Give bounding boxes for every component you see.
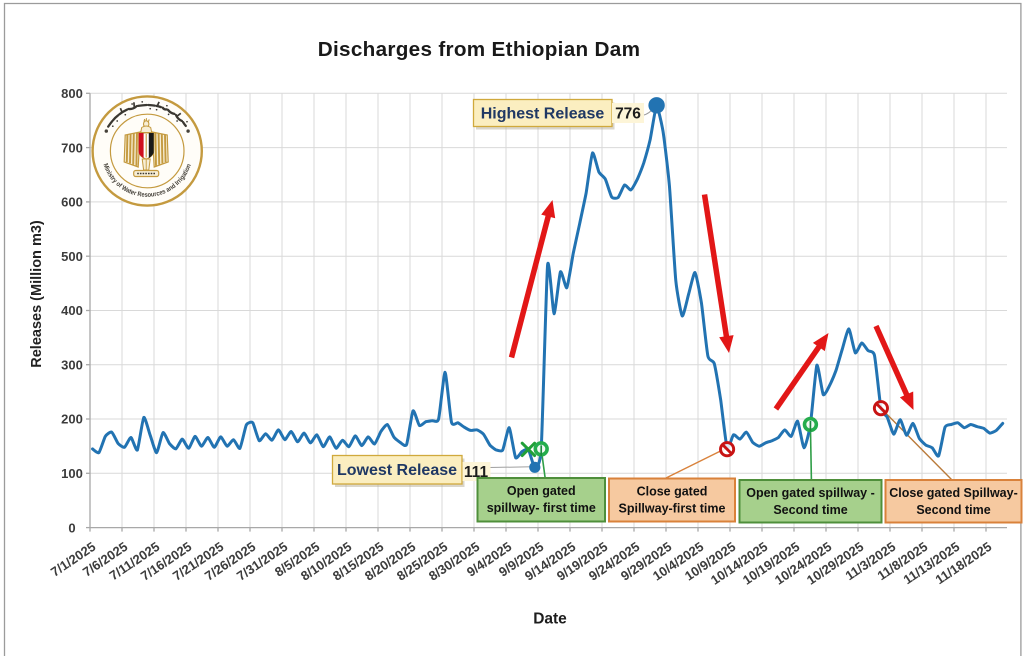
svg-text:400: 400 [61, 303, 83, 318]
svg-text:100: 100 [61, 466, 83, 481]
svg-text:Date: Date [533, 611, 567, 628]
svg-text:600: 600 [61, 195, 83, 210]
svg-text:Discharges from Ethiopian Dam: Discharges from Ethiopian Dam [318, 38, 641, 61]
svg-text:Close gated: Close gated [637, 485, 708, 499]
svg-text:111: 111 [464, 464, 489, 481]
svg-text:Highest Release: Highest Release [481, 106, 605, 123]
svg-text:0: 0 [68, 520, 75, 535]
svg-text:Open gated: Open gated [507, 484, 576, 498]
svg-text:spillway- first time: spillway- first time [487, 501, 596, 515]
svg-text:Releases (Million m3): Releases (Million m3) [29, 220, 45, 368]
svg-text:Lowest Release: Lowest Release [337, 462, 457, 479]
svg-text:Second time: Second time [916, 503, 990, 517]
svg-text:Close gated Spillway-: Close gated Spillway- [889, 486, 1018, 500]
svg-text:200: 200 [61, 412, 83, 427]
svg-text:Second time: Second time [773, 503, 847, 517]
svg-text:Open gated spillway -: Open gated spillway - [746, 486, 875, 500]
svg-text:776: 776 [615, 106, 641, 123]
svg-text:500: 500 [61, 249, 83, 264]
svg-text:800: 800 [61, 86, 83, 101]
svg-text:300: 300 [61, 357, 83, 372]
svg-text:Spillway-first time: Spillway-first time [619, 501, 726, 515]
svg-text:700: 700 [61, 140, 83, 155]
